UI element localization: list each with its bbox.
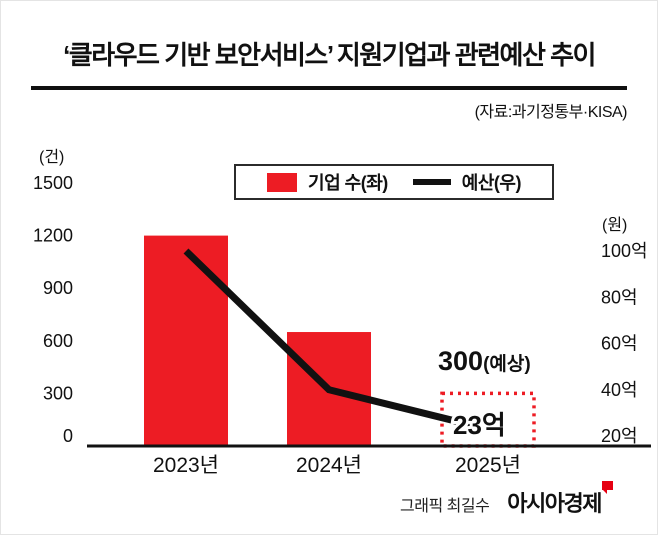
combo-chart: (건) (원) 1500 1200 900 600 300 0 100억 80억 60억 40억 20억…	[33, 148, 651, 477]
legend-line-swatch-icon	[412, 179, 451, 185]
right-axis-tick-20: 20억	[601, 426, 638, 446]
left-axis-tick-0: 0	[63, 426, 73, 446]
graphic-credit: 그래픽 최길수	[400, 498, 490, 515]
left-axis-tick-600: 600	[43, 331, 73, 351]
chart-title: ‘클라우드 기반 보안서비스’ 지원기업과 관련예산 추이	[31, 35, 627, 90]
logo-flag-icon	[602, 481, 613, 494]
budget-annotation: 23억	[453, 410, 506, 440]
legend-bar-label: 기업 수(좌)	[308, 173, 388, 193]
left-axis-tick-1500: 1500	[33, 173, 73, 193]
forecast-annotation: 300(예상)	[438, 346, 531, 376]
left-axis-tick-300: 300	[43, 383, 73, 403]
right-axis-tick-60: 60억	[601, 334, 638, 354]
legend: 기업 수(좌) 예산(우)	[234, 164, 554, 200]
chart-area: (건) (원) 1500 1200 900 600 300 0 100억 80억 60억 40억 20억…	[1, 146, 657, 498]
legend-line-label: 예산(우)	[461, 173, 522, 193]
x-label-2024년: 2024년	[296, 454, 362, 477]
right-axis-unit: (원)	[602, 216, 627, 234]
left-axis-unit: (건)	[39, 148, 64, 166]
footer: 그래픽 최길수 아시아경제	[400, 481, 613, 518]
source-note: (자료:과기정통부·KISA)	[474, 104, 628, 121]
legend-bar-swatch-icon	[267, 172, 298, 192]
right-axis-tick-100: 100억	[601, 241, 648, 261]
right-axis-tick-80: 80억	[601, 287, 638, 307]
budget-line	[183, 248, 489, 433]
bar-2023년	[144, 235, 228, 446]
x-label-2025년: 2025년	[455, 454, 521, 477]
x-label-2023년: 2023년	[153, 454, 219, 477]
right-axis-tick-40: 40억	[601, 380, 638, 400]
publisher-logo: 아시아경제	[507, 481, 613, 518]
publisher-logo-text: 아시아경제	[507, 491, 602, 516]
left-axis-tick-900: 900	[43, 278, 73, 298]
chart-header: ‘클라우드 기반 보안서비스’ 지원기업과 관련예산 추이 (자료:과기정통부·…	[31, 35, 628, 122]
left-axis-tick-1200: 1200	[33, 226, 73, 246]
